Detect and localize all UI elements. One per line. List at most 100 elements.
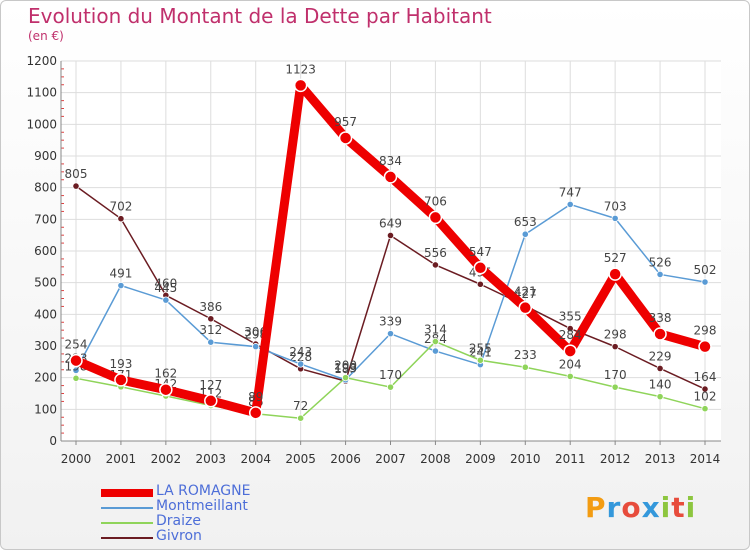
data-label-draize: 255 — [469, 341, 492, 355]
data-point-givron — [611, 343, 619, 351]
data-label-givron: 228 — [289, 350, 312, 364]
data-label-la-romagne: 338 — [649, 311, 672, 325]
data-point-draize — [431, 337, 440, 346]
data-point-givron — [476, 280, 484, 288]
x-tick-label: 2005 — [285, 452, 316, 466]
x-tick-label: 2011 — [555, 452, 586, 466]
data-label-montmeillant: 243 — [289, 345, 312, 359]
legend-label-draize: Draize — [156, 513, 201, 529]
data-label-montmeillant: 445 — [154, 281, 177, 295]
logo-letter: t — [671, 491, 686, 524]
x-tick-label: 2000 — [61, 452, 92, 466]
legend-swatch-montmeillant — [101, 507, 153, 509]
logo-letter: x — [641, 491, 661, 524]
data-label-la-romagne: 1123 — [285, 62, 316, 76]
x-tick-label: 2001 — [106, 452, 137, 466]
data-label-givron: 298 — [604, 328, 627, 342]
legend-label-givron: Givron — [156, 528, 202, 544]
data-label-la-romagne: 127 — [199, 378, 222, 392]
data-point-givron — [431, 261, 440, 269]
data-label-la-romagne: 706 — [424, 194, 447, 208]
y-tick-label: 1200 — [26, 54, 57, 68]
data-point-la-romagne — [293, 78, 308, 93]
y-tick-label: 700 — [34, 212, 57, 226]
data-point-givron — [656, 364, 664, 373]
data-point-givron — [117, 215, 125, 223]
data-label-la-romagne: 547 — [469, 245, 492, 259]
x-tick-label: 2003 — [196, 452, 227, 466]
data-point-draize — [701, 405, 709, 413]
logo-letter: o — [621, 491, 642, 524]
data-label-givron: 164 — [694, 370, 717, 384]
x-tick-label: 2013 — [645, 452, 676, 466]
data-label-la-romagne: 527 — [604, 251, 627, 265]
y-tick-label: 1000 — [26, 117, 57, 131]
data-point-montmeillant — [521, 230, 529, 238]
data-point-montmeillant — [207, 338, 215, 346]
x-tick-label: 2010 — [510, 452, 541, 466]
data-point-la-romagne — [608, 267, 622, 281]
y-tick-label: 400 — [34, 307, 57, 321]
data-point-montmeillant — [566, 200, 574, 209]
data-point-draize — [611, 383, 619, 391]
data-label-givron: 556 — [424, 246, 447, 260]
data-label-la-romagne: 284 — [559, 328, 582, 342]
data-label-montmeillant: 526 — [649, 255, 672, 269]
x-tick-label: 2014 — [690, 452, 721, 466]
y-tick-label: 1100 — [26, 86, 57, 100]
y-tick-label: 0 — [49, 434, 57, 448]
logo-letter: r — [606, 491, 622, 524]
x-tick-label: 2007 — [375, 452, 406, 466]
data-point-draize — [297, 414, 305, 422]
data-point-draize — [476, 356, 484, 364]
data-label-draize: 140 — [649, 378, 672, 392]
data-label-draize: 102 — [694, 390, 717, 404]
data-point-la-romagne — [338, 131, 353, 145]
data-label-la-romagne: 89 — [248, 390, 263, 404]
data-point-givron — [566, 324, 574, 333]
logo-letter: P — [585, 491, 607, 524]
data-label-givron: 460 — [154, 276, 177, 290]
data-point-la-romagne — [563, 344, 577, 358]
data-point-la-romagne — [114, 373, 128, 387]
legend-label-montmeillant: Montmeillant — [156, 498, 248, 514]
data-label-montmeillant: 339 — [379, 315, 402, 329]
data-label-montmeillant: 653 — [514, 215, 537, 229]
data-point-montmeillant — [297, 360, 305, 368]
legend-swatch-givron — [101, 537, 153, 539]
data-label-draize: 314 — [424, 323, 447, 337]
y-tick-label: 800 — [34, 181, 57, 195]
data-point-draize — [566, 372, 574, 380]
data-label-givron: 306 — [244, 325, 267, 339]
data-point-montmeillant — [611, 214, 619, 222]
data-point-la-romagne — [473, 261, 488, 275]
data-point-montmeillant — [252, 343, 260, 351]
data-point-la-romagne — [428, 210, 443, 225]
data-label-montmeillant: 703 — [604, 199, 627, 213]
logo-letter: i — [660, 491, 672, 524]
data-label-la-romagne: 298 — [694, 324, 717, 338]
data-label-la-romagne: 834 — [379, 154, 402, 168]
data-label-draize: 204 — [559, 357, 582, 371]
y-tick-label: 200 — [34, 371, 57, 385]
data-label-la-romagne: 421 — [514, 285, 537, 299]
data-point-la-romagne — [383, 170, 398, 184]
data-label-montmeillant: 491 — [109, 267, 132, 281]
data-label-givron: 229 — [649, 349, 672, 363]
x-tick-label: 2009 — [465, 452, 496, 466]
data-point-givron — [701, 385, 709, 393]
legend-swatch-draize — [101, 522, 153, 524]
y-tick-label: 500 — [34, 276, 57, 290]
data-point-la-romagne — [204, 394, 218, 408]
data-label-givron: 805 — [65, 167, 88, 181]
data-point-givron — [207, 315, 215, 323]
legend-swatch-la-romagne — [101, 489, 153, 497]
data-label-montmeillant: 502 — [694, 263, 717, 277]
data-point-la-romagne — [159, 382, 173, 397]
data-point-montmeillant — [656, 270, 664, 279]
data-point-montmeillant — [386, 330, 395, 338]
data-point-montmeillant — [117, 281, 125, 290]
data-label-givron: 702 — [109, 200, 132, 214]
y-tick-label: 100 — [34, 402, 57, 416]
